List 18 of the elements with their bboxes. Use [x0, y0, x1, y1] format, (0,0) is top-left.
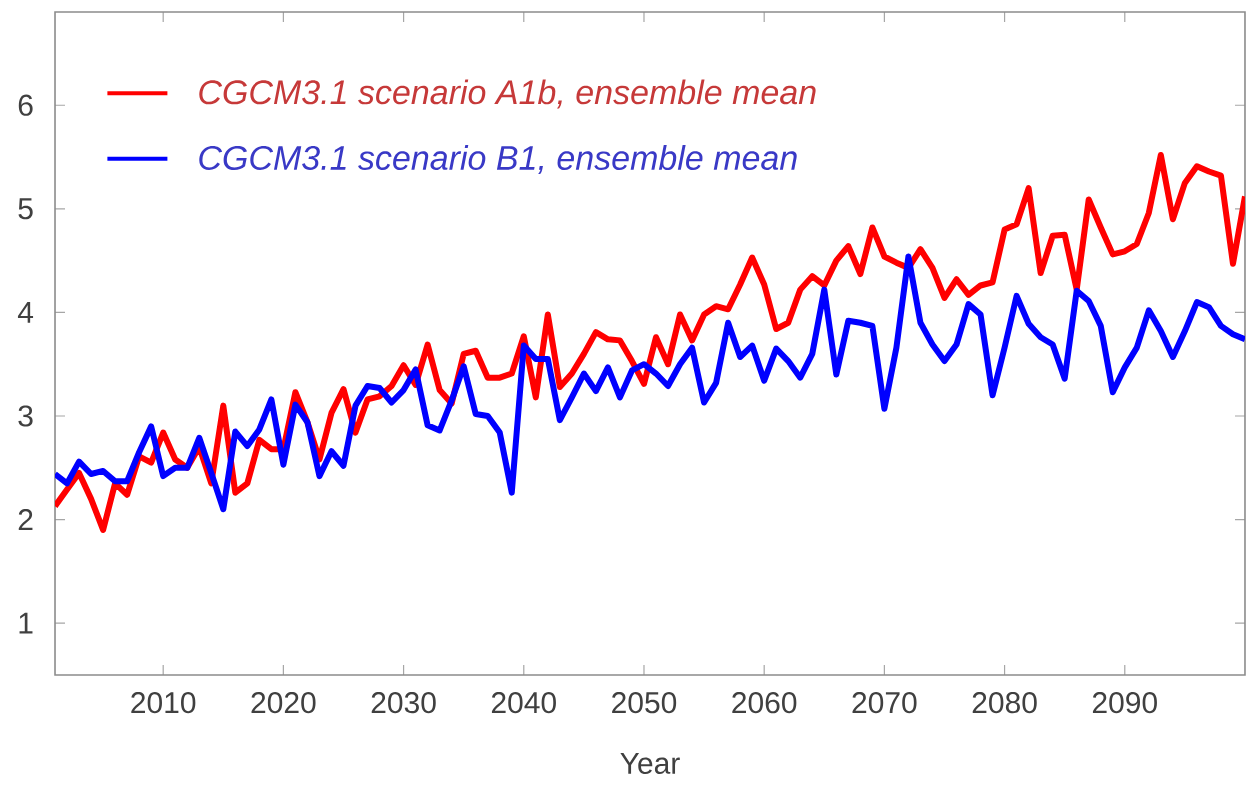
y-tick-label: 5 — [18, 198, 33, 220]
x-tick-label: 2020 — [251, 692, 316, 714]
x-tick-label: 2040 — [491, 692, 556, 714]
y-tick-label: 1 — [19, 612, 33, 634]
x-tick-label: 2050 — [612, 692, 677, 714]
x-axis-title: Year — [620, 753, 680, 774]
x-tick-label: 2010 — [131, 692, 196, 714]
legend-label: CGCM3.1 scenario B1, ensemble mean — [199, 145, 797, 175]
y-tick-label: 3 — [18, 405, 33, 427]
x-tick-label: 2030 — [371, 692, 436, 714]
y-tick-label: 6 — [18, 94, 33, 116]
x-tick-label: 2060 — [732, 692, 797, 714]
y-tick-label: 2 — [18, 509, 33, 531]
y-tick-label: 4 — [17, 302, 34, 323]
x-tick-label: 2080 — [972, 692, 1037, 714]
x-tick-label: 2070 — [852, 692, 917, 714]
legend-label: CGCM3.1 scenario A1b, ensemble mean — [199, 79, 816, 109]
x-tick-label: 2090 — [1092, 692, 1157, 714]
